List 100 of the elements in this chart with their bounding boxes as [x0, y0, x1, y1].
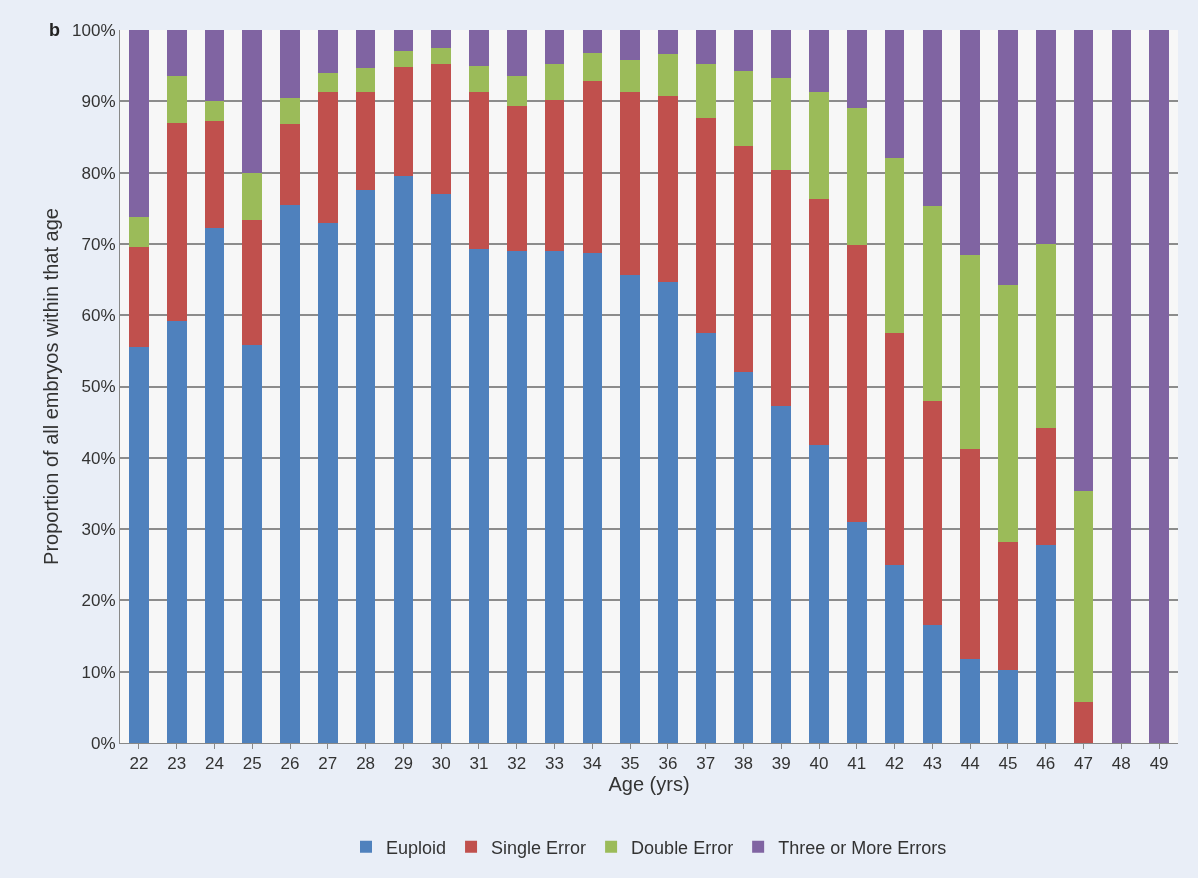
- bar: [280, 124, 300, 205]
- bar: [809, 444, 829, 743]
- bar: [620, 275, 640, 743]
- x-tick-label: 23: [167, 754, 187, 774]
- bar: [695, 30, 716, 64]
- bar: [1073, 30, 1094, 492]
- bar: [1035, 243, 1056, 428]
- bar: [431, 63, 451, 194]
- legend-label: Euploid: [386, 837, 447, 858]
- bar: [469, 92, 489, 249]
- x-tick-label: 46: [1036, 754, 1056, 774]
- y-tick-label: 10%: [81, 662, 116, 682]
- bar: [771, 169, 792, 407]
- y-tick-label: 40%: [81, 448, 116, 468]
- bar: [431, 193, 451, 743]
- x-tick-label: 30: [431, 754, 451, 774]
- x-tick-label: 28: [356, 754, 376, 774]
- bar: [242, 30, 263, 173]
- bar: [280, 30, 300, 98]
- y-tick-label: 60%: [81, 306, 116, 326]
- bar: [355, 30, 376, 68]
- y-tick-label: 0%: [91, 733, 116, 753]
- bar: [884, 158, 905, 334]
- bar: [544, 251, 565, 743]
- x-tick-label: 44: [960, 754, 980, 774]
- bar: [204, 30, 225, 102]
- x-tick-label: 42: [885, 754, 905, 774]
- bar: [469, 30, 489, 66]
- x-tick-label: 27: [318, 754, 338, 774]
- bar: [204, 121, 225, 229]
- bar: [922, 206, 943, 401]
- y-tick-label: 80%: [81, 163, 116, 183]
- bar: [998, 285, 1018, 542]
- x-tick-label: 24: [205, 754, 224, 774]
- bar: [166, 320, 187, 743]
- bar: [884, 30, 905, 159]
- y-tick-label: 20%: [81, 591, 116, 611]
- bar: [544, 63, 565, 100]
- bar: [695, 63, 716, 118]
- bar: [166, 75, 187, 123]
- bar: [582, 253, 603, 743]
- bar: [960, 658, 980, 743]
- x-tick-label: 40: [809, 754, 829, 774]
- bar: [318, 92, 338, 223]
- y-tick-label: 30%: [81, 520, 116, 540]
- bar: [582, 30, 603, 53]
- x-tick-label: 26: [280, 754, 300, 774]
- bar: [960, 449, 980, 659]
- bar: [469, 248, 489, 743]
- bar: [318, 30, 338, 73]
- x-tick-label: 43: [922, 754, 942, 774]
- legend-label: Double Error: [631, 837, 734, 858]
- bar: [280, 97, 300, 125]
- bar: [318, 222, 338, 743]
- x-tick-label: 29: [393, 754, 413, 774]
- bar: [695, 333, 716, 743]
- bar: [733, 146, 754, 373]
- bar: [733, 70, 754, 147]
- bar: [355, 92, 376, 191]
- bar: [166, 122, 187, 321]
- bar: [733, 30, 754, 71]
- bar: [658, 282, 678, 743]
- y-tick-label: 100%: [72, 20, 116, 40]
- x-tick-label: 36: [658, 754, 678, 774]
- bar: [658, 95, 678, 283]
- bar: [998, 541, 1018, 671]
- x-tick-label: 37: [696, 754, 716, 774]
- bar: [582, 81, 603, 254]
- bar: [582, 52, 603, 82]
- bar: [922, 30, 943, 207]
- bar: [393, 176, 414, 743]
- bar: [771, 406, 792, 743]
- bar: [884, 333, 905, 565]
- text: b: [49, 20, 60, 40]
- y-tick-label: 50%: [81, 377, 116, 397]
- x-tick-label: 35: [620, 754, 640, 774]
- bar: [884, 564, 905, 743]
- bar: [922, 400, 943, 626]
- bar: [242, 345, 263, 743]
- x-tick-label: 41: [847, 754, 867, 774]
- x-tick-label: 49: [1149, 754, 1169, 774]
- bar: [204, 101, 225, 122]
- bar: [658, 54, 678, 96]
- bar: [809, 30, 829, 93]
- bar: [620, 92, 640, 276]
- bar: [280, 204, 300, 743]
- bar: [809, 92, 829, 199]
- bar: [960, 254, 980, 450]
- bar: [204, 228, 225, 743]
- x-tick-label: 31: [469, 754, 489, 774]
- x-tick-label: 39: [771, 754, 791, 774]
- bar: [695, 117, 716, 334]
- bar: [658, 30, 678, 55]
- legend-label: Single Error: [491, 837, 587, 858]
- bar: [393, 51, 414, 68]
- bar: [771, 30, 792, 78]
- bar: [393, 30, 414, 52]
- x-tick-label: 25: [242, 754, 262, 774]
- bar: [318, 72, 338, 93]
- bar: [506, 30, 527, 76]
